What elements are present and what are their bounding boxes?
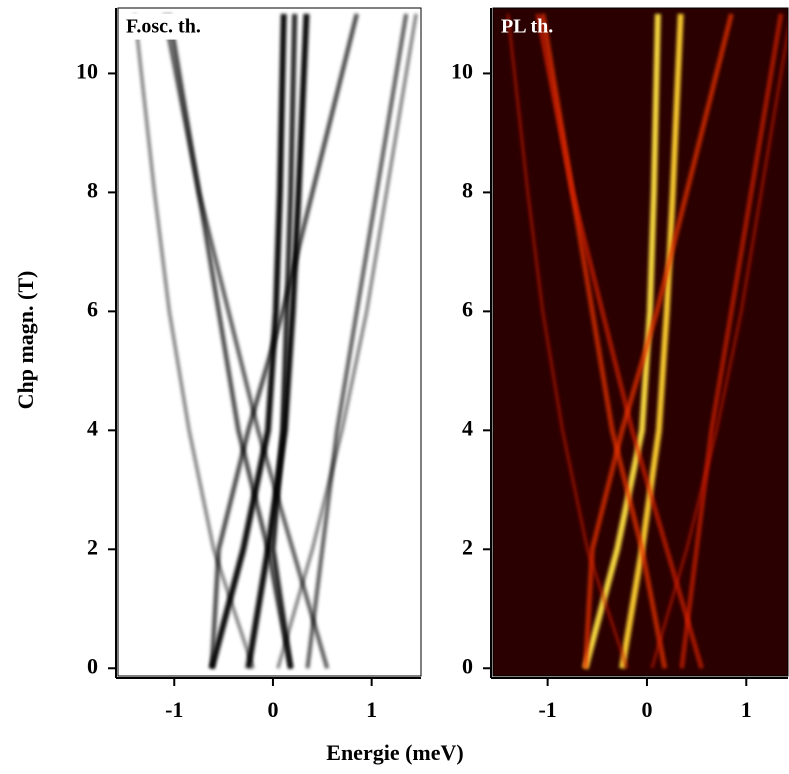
y-tick-label: 10 (76, 58, 98, 83)
y-tick-label: 6 (462, 296, 473, 321)
y-tick-label: 4 (462, 415, 473, 440)
y-tick-label: 2 (462, 534, 473, 559)
x-tick-label: 0 (267, 697, 278, 722)
plot-frame (492, 7, 789, 677)
spectral-line (208, 13, 287, 670)
spectral-line (276, 13, 418, 669)
y-tick-label: 4 (87, 415, 98, 440)
y-axis-label: Chp magn. (T) (13, 271, 38, 410)
x-tick-label: 0 (641, 697, 652, 722)
x-tick-label: 1 (366, 697, 377, 722)
y-tick-label: 8 (462, 177, 473, 202)
spectral-line (209, 13, 359, 669)
plot-background (118, 8, 421, 676)
spectral-line (679, 13, 784, 669)
spectral-line (162, 13, 330, 669)
y-tick-label: 2 (87, 534, 98, 559)
x-axis-label: Energie (meV) (326, 740, 463, 765)
spectral-line (506, 13, 629, 669)
spectral-line (535, 13, 704, 669)
x-tick-label: 1 (741, 697, 752, 722)
spectral-line (270, 13, 298, 669)
y-tick-label: 0 (87, 653, 98, 678)
spectral-line (582, 13, 661, 670)
spectral-line (133, 13, 255, 669)
spectral-line (583, 13, 734, 669)
spectral-line (245, 13, 310, 669)
traces (506, 13, 788, 670)
y-tick-label: 10 (451, 58, 473, 83)
x-tick-label: -1 (538, 697, 556, 722)
spectral-line (650, 20, 788, 669)
traces (133, 13, 418, 670)
x-tick-label: -1 (165, 697, 183, 722)
panel-title: PL th. (501, 16, 553, 38)
spectral-line (619, 13, 684, 669)
y-tick-label: 6 (87, 296, 98, 321)
title-backdrop (122, 13, 205, 40)
plot-frame (117, 7, 422, 677)
y-tick-label: 8 (87, 177, 98, 202)
spectral-line (305, 13, 409, 669)
y-tick-label: 0 (462, 653, 473, 678)
panel-title: F.osc. th. (126, 16, 201, 38)
